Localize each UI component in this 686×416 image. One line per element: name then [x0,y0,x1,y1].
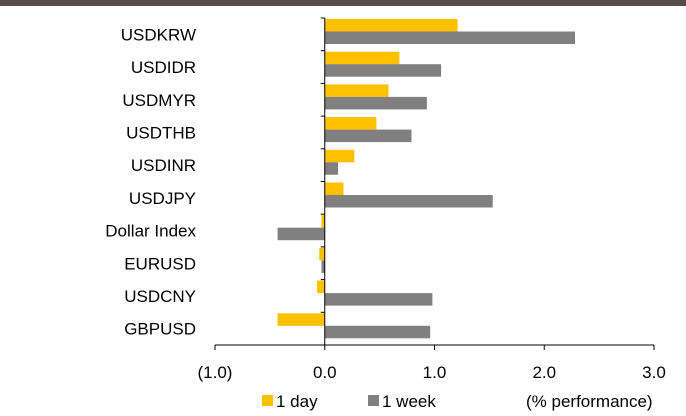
bar-eurusd-1week [321,260,325,273]
legend-item-1day: 1 day [262,392,318,412]
bar-usdkrw-1day [324,19,458,32]
bar-usdinr-1week [324,162,338,175]
bar-dollar-index-1day [321,215,325,228]
bar-usdthb-1day [324,117,377,130]
category-label-gbpusd: GBPUSD [124,320,196,339]
category-label-usdjpy: USDJPY [129,189,196,208]
x-tick-label: 3.0 [642,363,666,382]
legend-label-1week: 1 week [382,392,436,411]
bar-usdinr-1day [324,149,355,163]
legend-item-1week: 1 week [368,392,436,412]
bar-gbpusd-1week [324,325,431,339]
category-label-usdinr: USDINR [131,156,196,175]
x-tick-label: (1.0) [198,363,233,382]
legend-swatch-1day [262,395,273,406]
bar-chart: USDKRW USDIDR USDMYR USDTHB USDINR USDJPY Doll… [105,17,666,382]
category-label-usdkrw: USDKRW [121,25,196,44]
header-band [0,0,686,6]
bar-usdidr-1week [324,64,442,77]
bar-usdcny-1day [317,280,325,294]
bar-usdcny-1week [324,293,433,306]
x-tick-label: 0.0 [313,363,337,382]
category-label-dollar-index: Dollar Index [105,222,196,241]
bar-gbpusd-1day [277,313,325,326]
legend-swatch-1week [368,395,379,406]
bar-usdidr-1day [324,51,400,65]
category-label-eurusd: EURUSD [124,254,196,273]
bar-eurusd-1day [319,247,325,261]
bar-usdjpy-1week [324,195,493,208]
bar-usdmyr-1day [324,84,389,97]
x-tick-label: 2.0 [532,363,556,382]
bar-dollar-index-1week [277,227,325,241]
legend-label-1day: 1 day [276,392,318,411]
category-label-usdcny: USDCNY [124,287,196,306]
category-label-usdidr: USDIDR [131,58,196,77]
x-tick-label: 1.0 [423,363,447,382]
bar-usdmyr-1week [324,96,427,110]
bar-usdjpy-1day [324,182,344,195]
bar-usdkrw-1week [324,31,575,44]
x-axis-title: (% performance) [526,392,653,411]
bar-usdthb-1week [324,129,412,143]
category-label-usdmyr: USDMYR [122,91,196,110]
category-label-usdthb: USDTHB [126,124,196,143]
